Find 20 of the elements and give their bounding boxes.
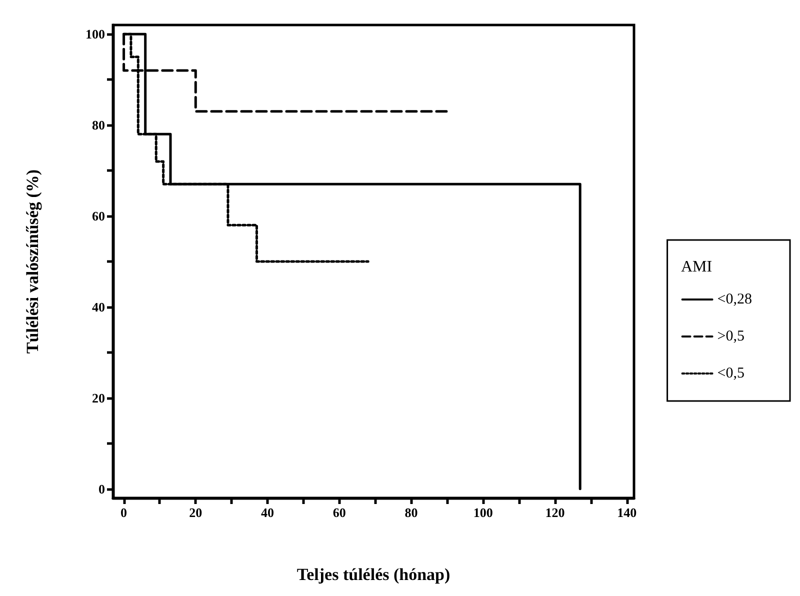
y-tick-label: 40 bbox=[92, 299, 105, 314]
x-tick-label: 60 bbox=[332, 505, 346, 520]
x-tick-label: 120 bbox=[545, 505, 565, 520]
x-axis-title: Teljes túlélés (hónap) bbox=[296, 565, 450, 584]
x-tick-label: 80 bbox=[404, 505, 418, 520]
x-tick-label: 20 bbox=[189, 505, 202, 520]
x-tick-label: 0 bbox=[120, 505, 128, 520]
y-tick-label: 20 bbox=[92, 390, 105, 406]
y-tick-label: 0 bbox=[98, 481, 105, 496]
y-axis-title: Túlélési valószínűség (%) bbox=[23, 169, 42, 354]
legend-label: <0,28 bbox=[717, 292, 752, 308]
y-tick-label: 100 bbox=[86, 26, 105, 42]
legend-label: <0,5 bbox=[717, 366, 745, 382]
x-tick-label: 40 bbox=[261, 505, 274, 520]
x-tick-label: 100 bbox=[473, 505, 493, 520]
y-tick-label: 80 bbox=[92, 118, 105, 133]
legend-label: >0,5 bbox=[717, 328, 745, 344]
y-tick-label: 60 bbox=[92, 208, 105, 224]
legend-title: AMI bbox=[681, 258, 712, 276]
x-tick-label: 140 bbox=[617, 505, 637, 520]
